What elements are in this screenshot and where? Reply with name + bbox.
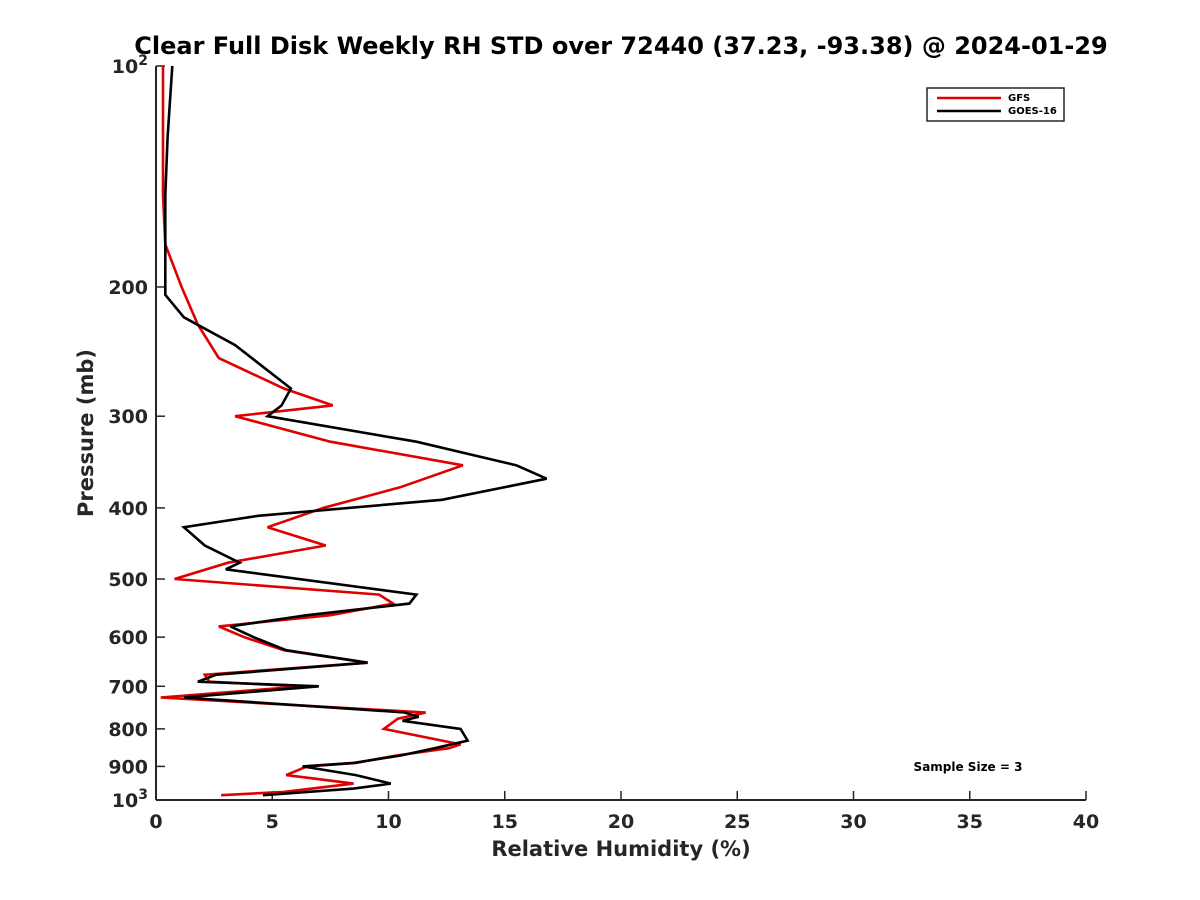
x-tick-label: 25 (724, 811, 750, 833)
y-tick-label: 102 (112, 53, 148, 78)
x-tick-label: 10 (375, 811, 401, 833)
y-tick-label: 800 (108, 719, 148, 741)
y-tick-label: 103 (112, 787, 148, 812)
y-tick-label: 300 (108, 406, 148, 428)
x-tick-label: 0 (149, 811, 162, 833)
y-tick-label: 600 (108, 627, 148, 649)
legend-label-gfs: GFS (1008, 93, 1030, 104)
x-tick-label: 20 (608, 811, 634, 833)
legend-label-goes16: GOES-16 (1008, 106, 1057, 117)
x-tick-label: 15 (492, 811, 518, 833)
y-tick-label: 900 (108, 756, 148, 778)
x-ticks: 0 5 10 15 20 25 30 35 40 (149, 791, 1099, 833)
y-tick-label: 500 (108, 569, 148, 591)
y-tick-label: 700 (108, 676, 148, 698)
x-tick-label: 40 (1073, 811, 1099, 833)
chart-title: Clear Full Disk Weekly RH STD over 72440… (134, 32, 1107, 60)
y-tick-label: 400 (108, 498, 148, 520)
x-tick-label: 30 (840, 811, 866, 833)
legend-box (926, 87, 1065, 122)
y-tick-label: 200 (108, 277, 148, 299)
series-lines (160, 65, 548, 797)
y-axis-label: Pressure (mb) (74, 349, 98, 517)
series-line-goes16 (164, 65, 548, 797)
x-axis-label: Relative Humidity (%) (491, 837, 750, 861)
y-ticks: 102 200 300 400 500 600 700 800 900 103 (108, 53, 165, 812)
series-line-gfs (160, 66, 464, 797)
legend: GFS GOES-16 (926, 87, 1065, 122)
x-tick-label: 35 (957, 811, 983, 833)
x-tick-label: 5 (266, 811, 279, 833)
sample-size-annotation: Sample Size = 3 (914, 760, 1023, 774)
